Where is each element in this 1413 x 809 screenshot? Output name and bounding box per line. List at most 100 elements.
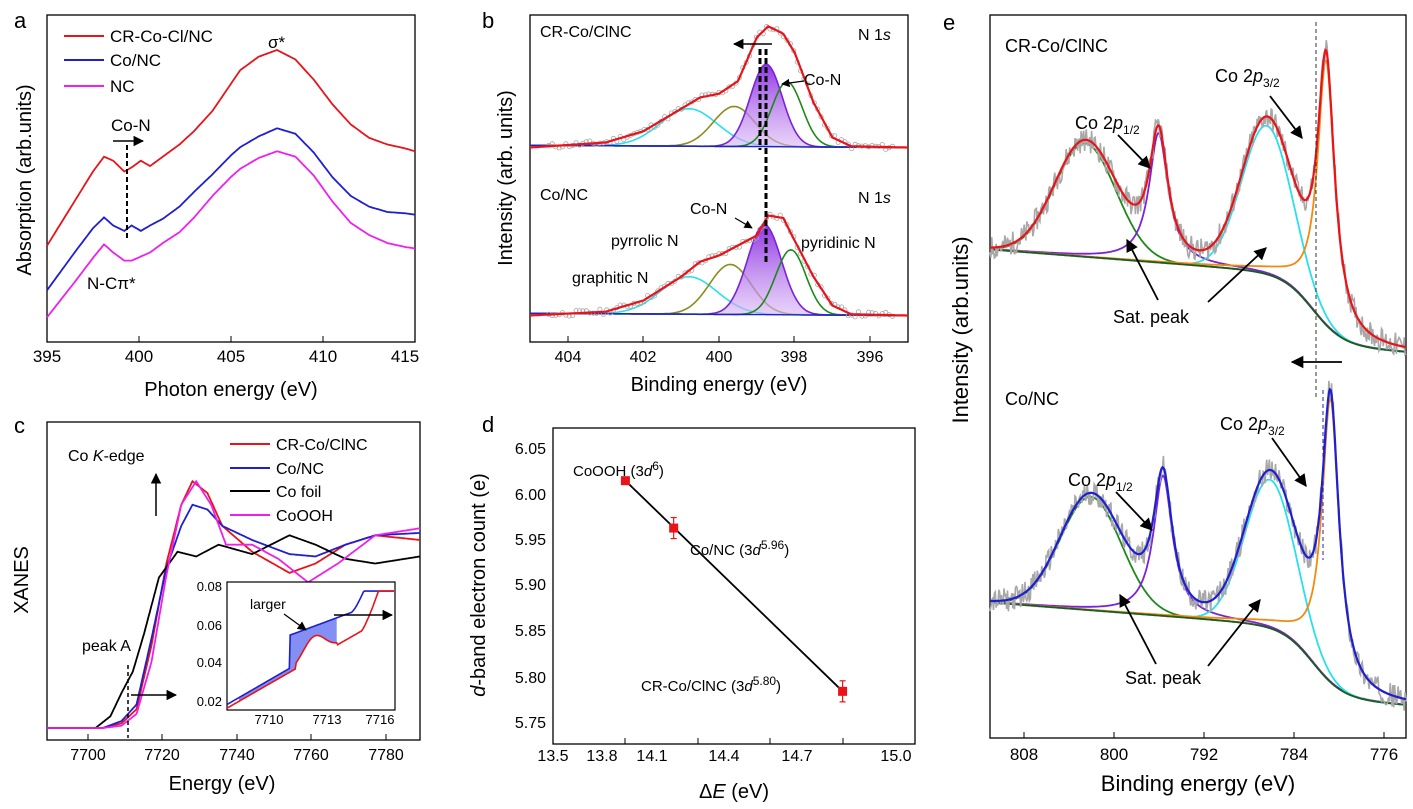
- inset-y-tick: 0.04: [197, 655, 222, 670]
- inset-x-tick: 7716: [366, 712, 395, 727]
- panel-b-bottom-label: Co/NC: [540, 187, 588, 204]
- inset-line-cr-co-clnc: [226, 590, 394, 709]
- panel-c-letter: c: [14, 413, 25, 438]
- fit-fill-top: [530, 64, 908, 148]
- series-line-co-nc: [47, 503, 420, 729]
- arrow-sat-bottom-right: [1207, 599, 1261, 667]
- annotation-graphitic: graphitic N: [572, 270, 648, 287]
- x-tick-label: 400: [706, 349, 733, 366]
- background-top: [989, 248, 1406, 353]
- legend-label: CR-Co-Cl/NC: [110, 27, 213, 46]
- raw-spectrum-top: [989, 40, 1407, 356]
- data-point-co-nc-3d5-96-: [669, 523, 679, 533]
- panel-a: a 395 400 405 410 415 Photon energy (eV)…: [14, 8, 419, 401]
- label-co2p12-top: Co 2p1/2: [1075, 113, 1140, 137]
- panel-d-series: [620, 476, 848, 703]
- arrow-co2p32-bottom: [1271, 437, 1307, 488]
- panel-d: d 13.5 13.8 14.1 14.4 14.7 15.0 6.05 6.0…: [468, 412, 916, 803]
- x-tick-label: 15.0: [880, 748, 911, 765]
- annotation-edge: Co K-edge: [68, 448, 145, 465]
- panel-c-legend: CR-Co/ClNC Co/NC Co foil CoOOH: [230, 437, 368, 525]
- x-tick-label: 398: [781, 349, 808, 366]
- legend-label: CoOOH: [276, 508, 333, 525]
- point-label-conc: Co/NC (3d5.96): [690, 538, 789, 559]
- panel-c-ylabel: XANES: [11, 546, 33, 614]
- label-sat-top: Sat. peak: [1113, 307, 1190, 327]
- annotation-pyridinic: pyridinic N: [801, 235, 876, 252]
- envelope-bottom: [529, 214, 908, 317]
- y-tick-label: 5.95: [515, 532, 546, 549]
- background-bottom: [989, 601, 1406, 706]
- data-point-coooh-3d6-: [620, 476, 630, 486]
- x-tick-label: 404: [555, 349, 582, 366]
- panel-d-letter: d: [482, 412, 494, 437]
- envelope-top: [529, 24, 908, 149]
- fit-component-pyrrolic-top: [530, 105, 908, 149]
- annotation-pyrrolic: pyrrolic N: [611, 233, 679, 250]
- x-tick-label: 7780: [368, 747, 404, 764]
- inset-x-tick: 7710: [255, 712, 284, 727]
- legend-label: Co foil: [276, 484, 321, 501]
- x-tick-label: 400: [125, 347, 153, 366]
- raw-data-point-bottom: [696, 260, 702, 266]
- panel-c-series: [47, 479, 421, 729]
- inset-arrow: [283, 613, 307, 631]
- panel-b-xlabel: Binding energy (eV): [631, 374, 808, 396]
- annotation-sigma: σ*: [268, 33, 285, 52]
- arrow-co2p32-top: [1269, 95, 1303, 140]
- panel-c-xlabel: Energy (eV): [169, 773, 276, 795]
- panel-a-xticks: 395 400 405 410 415: [33, 336, 419, 366]
- series-line-co-foil: [47, 534, 421, 729]
- x-tick-label: 7720: [144, 747, 180, 764]
- inset-annotation: larger: [250, 596, 286, 612]
- arrow-sat-top-left: [1126, 238, 1159, 301]
- panel-e-ylabel: Intensity (arb.units): [948, 236, 973, 423]
- panel-c-frame: [46, 421, 421, 741]
- inset-y-tick: 0.02: [197, 694, 222, 709]
- point-label-coooh: CoOOH (3d6): [573, 459, 664, 480]
- panel-e-xticks: 808 800 792 784 776: [1010, 732, 1398, 764]
- x-tick-label: 402: [630, 349, 657, 366]
- fit-component-co2p32-top: [989, 59, 1407, 349]
- arrow-sat-bottom-left: [1119, 593, 1157, 665]
- panel-c-inset: 0.08 0.06 0.04 0.02 7710 7713 7716 large…: [197, 579, 396, 727]
- y-tick-label: 5.80: [515, 670, 546, 687]
- y-tick-label: 6.05: [515, 441, 546, 458]
- x-tick-label: 784: [1280, 745, 1308, 764]
- x-tick-label: 808: [1010, 745, 1038, 764]
- panel-e-series: [989, 40, 1407, 711]
- label-co2p12-bottom: Co 2p1/2: [1068, 470, 1133, 494]
- series-line-co-nc: [46, 127, 416, 291]
- x-tick-label: 395: [33, 347, 61, 366]
- inset-series: [226, 590, 394, 709]
- panel-a-ylabel: Absorption (arb.units): [14, 84, 36, 275]
- x-tick-label: 405: [217, 347, 245, 366]
- panel-e: e 808 800 792 784 776 Binding energy (eV…: [943, 10, 1407, 796]
- x-tick-label: 776: [1370, 745, 1398, 764]
- panel-e-xlabel: Binding energy (eV): [1101, 771, 1295, 796]
- annotation-co-n-top: Co-N: [804, 72, 841, 89]
- baseline-bottom: [530, 312, 908, 317]
- panel-b-n1s-bottom: N 1s: [858, 190, 891, 207]
- x-tick-label: 415: [391, 347, 419, 366]
- inset-y-tick: 0.08: [197, 579, 222, 594]
- panel-b-xticks: 404 402 400 398 396: [555, 336, 883, 366]
- panel-d-xlabel: ΔE (eV): [699, 781, 769, 803]
- panel-e-letter: e: [943, 10, 955, 35]
- envelope-top: [990, 48, 1407, 349]
- arrow-co-n-bottom: [734, 217, 753, 229]
- label-co2p32-bottom: Co 2p3/2: [1220, 414, 1285, 438]
- x-tick-label: 13.8: [586, 748, 617, 765]
- legend-label: Co/NC: [110, 51, 161, 70]
- data-point-cr-co-clnc-3d5-80-: [838, 686, 848, 696]
- label-sat-bottom: Sat. peak: [1125, 668, 1202, 688]
- arrow-co-n-top: [781, 78, 805, 88]
- inset-x-tick: 7713: [313, 712, 342, 727]
- x-tick-label: 7760: [293, 747, 329, 764]
- y-tick-label: 6.00: [515, 487, 546, 504]
- x-tick-label: 792: [1190, 745, 1218, 764]
- legend-label: CR-Co/ClNC: [276, 437, 368, 454]
- y-tick-label: 5.85: [515, 623, 546, 640]
- arrow-sat-top-right: [1207, 247, 1267, 303]
